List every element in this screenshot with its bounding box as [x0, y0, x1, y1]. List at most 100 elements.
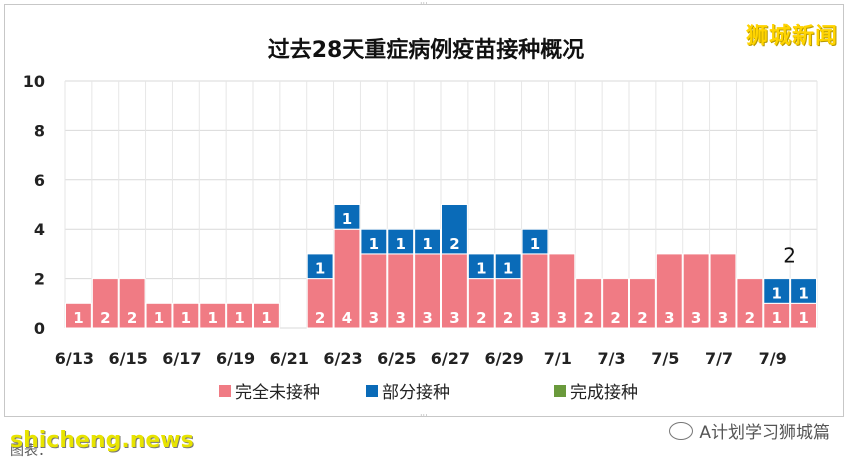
bar-6/23-部分接种 — [333, 204, 361, 230]
bar-label-6/27-完全未接种: 3 — [449, 309, 459, 327]
bar-label-6/14-完全未接种: 2 — [100, 309, 110, 327]
bar-6/18-完全未接种 — [199, 302, 227, 329]
x-tick-label-6/25: 6/25 — [377, 349, 416, 368]
bar-label-7/9-部分接种: 1 — [771, 284, 781, 302]
bar-label-6/22-完全未接种: 2 — [315, 309, 325, 327]
brand-logo-text: 狮城新闻 — [745, 24, 838, 49]
y-tick-label-0: 0 — [34, 319, 45, 338]
bar-label-6/26-部分接种: 1 — [422, 235, 432, 253]
bar-7/9-部分接种 — [763, 278, 791, 304]
bar-6/17-完全未接种 — [172, 302, 200, 329]
legend: 完全未接种 部分接种 完成接种 — [219, 383, 638, 403]
account-name: A计划学习狮城篇 — [699, 423, 830, 443]
bar-6/16-完全未接种 — [145, 302, 173, 329]
x-tick-label-7/7: 7/7 — [705, 349, 733, 368]
bar-6/13-完全未接种 — [65, 302, 92, 329]
bar-label-6/24-部分接种: 1 — [369, 235, 379, 253]
bar-label-6/27-部分接种: 2 — [449, 235, 459, 253]
bar-6/29-完全未接种 — [494, 278, 522, 329]
annotation-label: 2 — [783, 244, 796, 268]
bar-6/24-部分接种 — [360, 228, 388, 255]
bar-6/27-完全未接种 — [441, 253, 468, 329]
bar-6/24-完全未接种 — [360, 253, 388, 329]
y-tick-label-4: 4 — [34, 220, 45, 239]
bar-label-6/24-完全未接种: 3 — [369, 309, 379, 327]
site-watermark: shicheng.news — [10, 428, 194, 453]
x-tick-label-6/19: 6/19 — [216, 349, 255, 368]
x-tick-label-7/3: 7/3 — [598, 349, 626, 368]
bar-6/25-部分接种 — [387, 228, 415, 255]
bar-7/5-完全未接种 — [655, 253, 683, 329]
bar-6/15-完全未接种 — [118, 278, 146, 329]
bar-label-7/6-完全未接种: 3 — [691, 309, 701, 327]
bar-label-7/10-完全未接种: 1 — [798, 309, 808, 327]
bar-6/26-部分接种 — [414, 228, 441, 255]
y-axis: 0 2 4 6 8 10 — [23, 72, 45, 338]
bar-label-6/18-完全未接种: 1 — [207, 309, 217, 327]
bar-label-6/30-完全未接种: 3 — [530, 309, 540, 327]
bar-label-6/28-完全未接种: 2 — [476, 309, 486, 327]
legend-swatch-完全未接种 — [219, 385, 231, 397]
bar-label-6/30-部分接种: 1 — [530, 235, 540, 253]
bar-7/10-部分接种 — [790, 278, 818, 304]
bar-7/6-完全未接种 — [682, 253, 710, 329]
bar-label-6/26-完全未接种: 3 — [422, 309, 432, 327]
bar-label-6/29-部分接种: 1 — [503, 260, 513, 278]
bar-label-7/2-完全未接种: 2 — [583, 309, 593, 327]
legend-label-完全未接种: 完全未接种 — [235, 383, 320, 403]
bar-label-6/29-完全未接种: 2 — [503, 309, 513, 327]
bar-label-6/25-完全未接种: 3 — [395, 309, 405, 327]
bar-label-7/9-完全未接种: 1 — [771, 309, 781, 327]
bar-6/29-部分接种 — [494, 253, 522, 280]
bar-7/8-完全未接种 — [736, 278, 764, 329]
bar-label-7/4-完全未接种: 2 — [637, 309, 647, 327]
resize-handle-bottom[interactable]: ··· — [420, 411, 428, 420]
bar-7/3-完全未接种 — [602, 278, 630, 329]
x-tick-label-6/23: 6/23 — [323, 349, 362, 368]
wechat-icon — [669, 421, 694, 440]
bar-label-7/10-部分接种: 1 — [798, 284, 808, 302]
bar-label-7/5-完全未接种: 3 — [664, 309, 674, 327]
bar-label-6/17-完全未接种: 1 — [181, 309, 191, 327]
bar-7/2-完全未接种 — [575, 278, 603, 329]
bar-7/9-完全未接种 — [763, 302, 791, 329]
bar-label-7/1-完全未接种: 3 — [557, 309, 567, 327]
x-tick-label-7/5: 7/5 — [651, 349, 679, 368]
bar-6/27-部分接种 — [441, 204, 468, 255]
bar-6/20-完全未接种 — [253, 302, 280, 329]
bar-6/28-部分接种 — [467, 253, 495, 280]
y-tick-label-2: 2 — [34, 270, 45, 289]
bar-7/1-完全未接种 — [548, 253, 576, 329]
chart-title: 过去28天重症病例疫苗接种概况 — [268, 37, 585, 63]
bar-label-6/20-完全未接种: 1 — [261, 309, 271, 327]
x-tick-label-6/29: 6/29 — [485, 349, 524, 368]
bar-6/22-部分接种 — [306, 253, 334, 280]
bar-6/30-部分接种 — [521, 228, 549, 255]
x-tick-label-6/15: 6/15 — [109, 349, 148, 368]
footer-source: 图表： — [10, 443, 52, 459]
bar-label-6/15-完全未接种: 2 — [127, 309, 137, 327]
bar-label-6/13-完全未接种: 1 — [73, 309, 83, 327]
x-tick-label-6/27: 6/27 — [431, 349, 470, 368]
y-tick-label-6: 6 — [34, 171, 45, 190]
bar-label-6/16-完全未接种: 1 — [154, 309, 164, 327]
bar-label-7/3-完全未接种: 2 — [610, 309, 620, 327]
bar-label-7/7-完全未接种: 3 — [718, 309, 728, 327]
x-tick-label-6/17: 6/17 — [162, 349, 201, 368]
y-tick-label-8: 8 — [34, 121, 45, 140]
resize-handle-top[interactable]: ··· — [420, 0, 428, 8]
bar-7/7-完全未接种 — [709, 253, 737, 329]
x-tick-label-6/21: 6/21 — [270, 349, 309, 368]
x-tick-label-7/9: 7/9 — [759, 349, 787, 368]
y-tick-label-10: 10 — [23, 72, 45, 91]
bar-6/22-完全未接种 — [306, 278, 334, 329]
legend-swatch-部分接种 — [366, 385, 378, 397]
bar-label-6/23-部分接种: 1 — [342, 210, 352, 228]
bar-label-6/22-部分接种: 1 — [315, 260, 325, 278]
x-tick-label-7/1: 7/1 — [544, 349, 572, 368]
bar-6/26-完全未接种 — [414, 253, 441, 329]
bar-label-6/28-部分接种: 1 — [476, 260, 486, 278]
legend-swatch-完成接种 — [554, 385, 566, 397]
